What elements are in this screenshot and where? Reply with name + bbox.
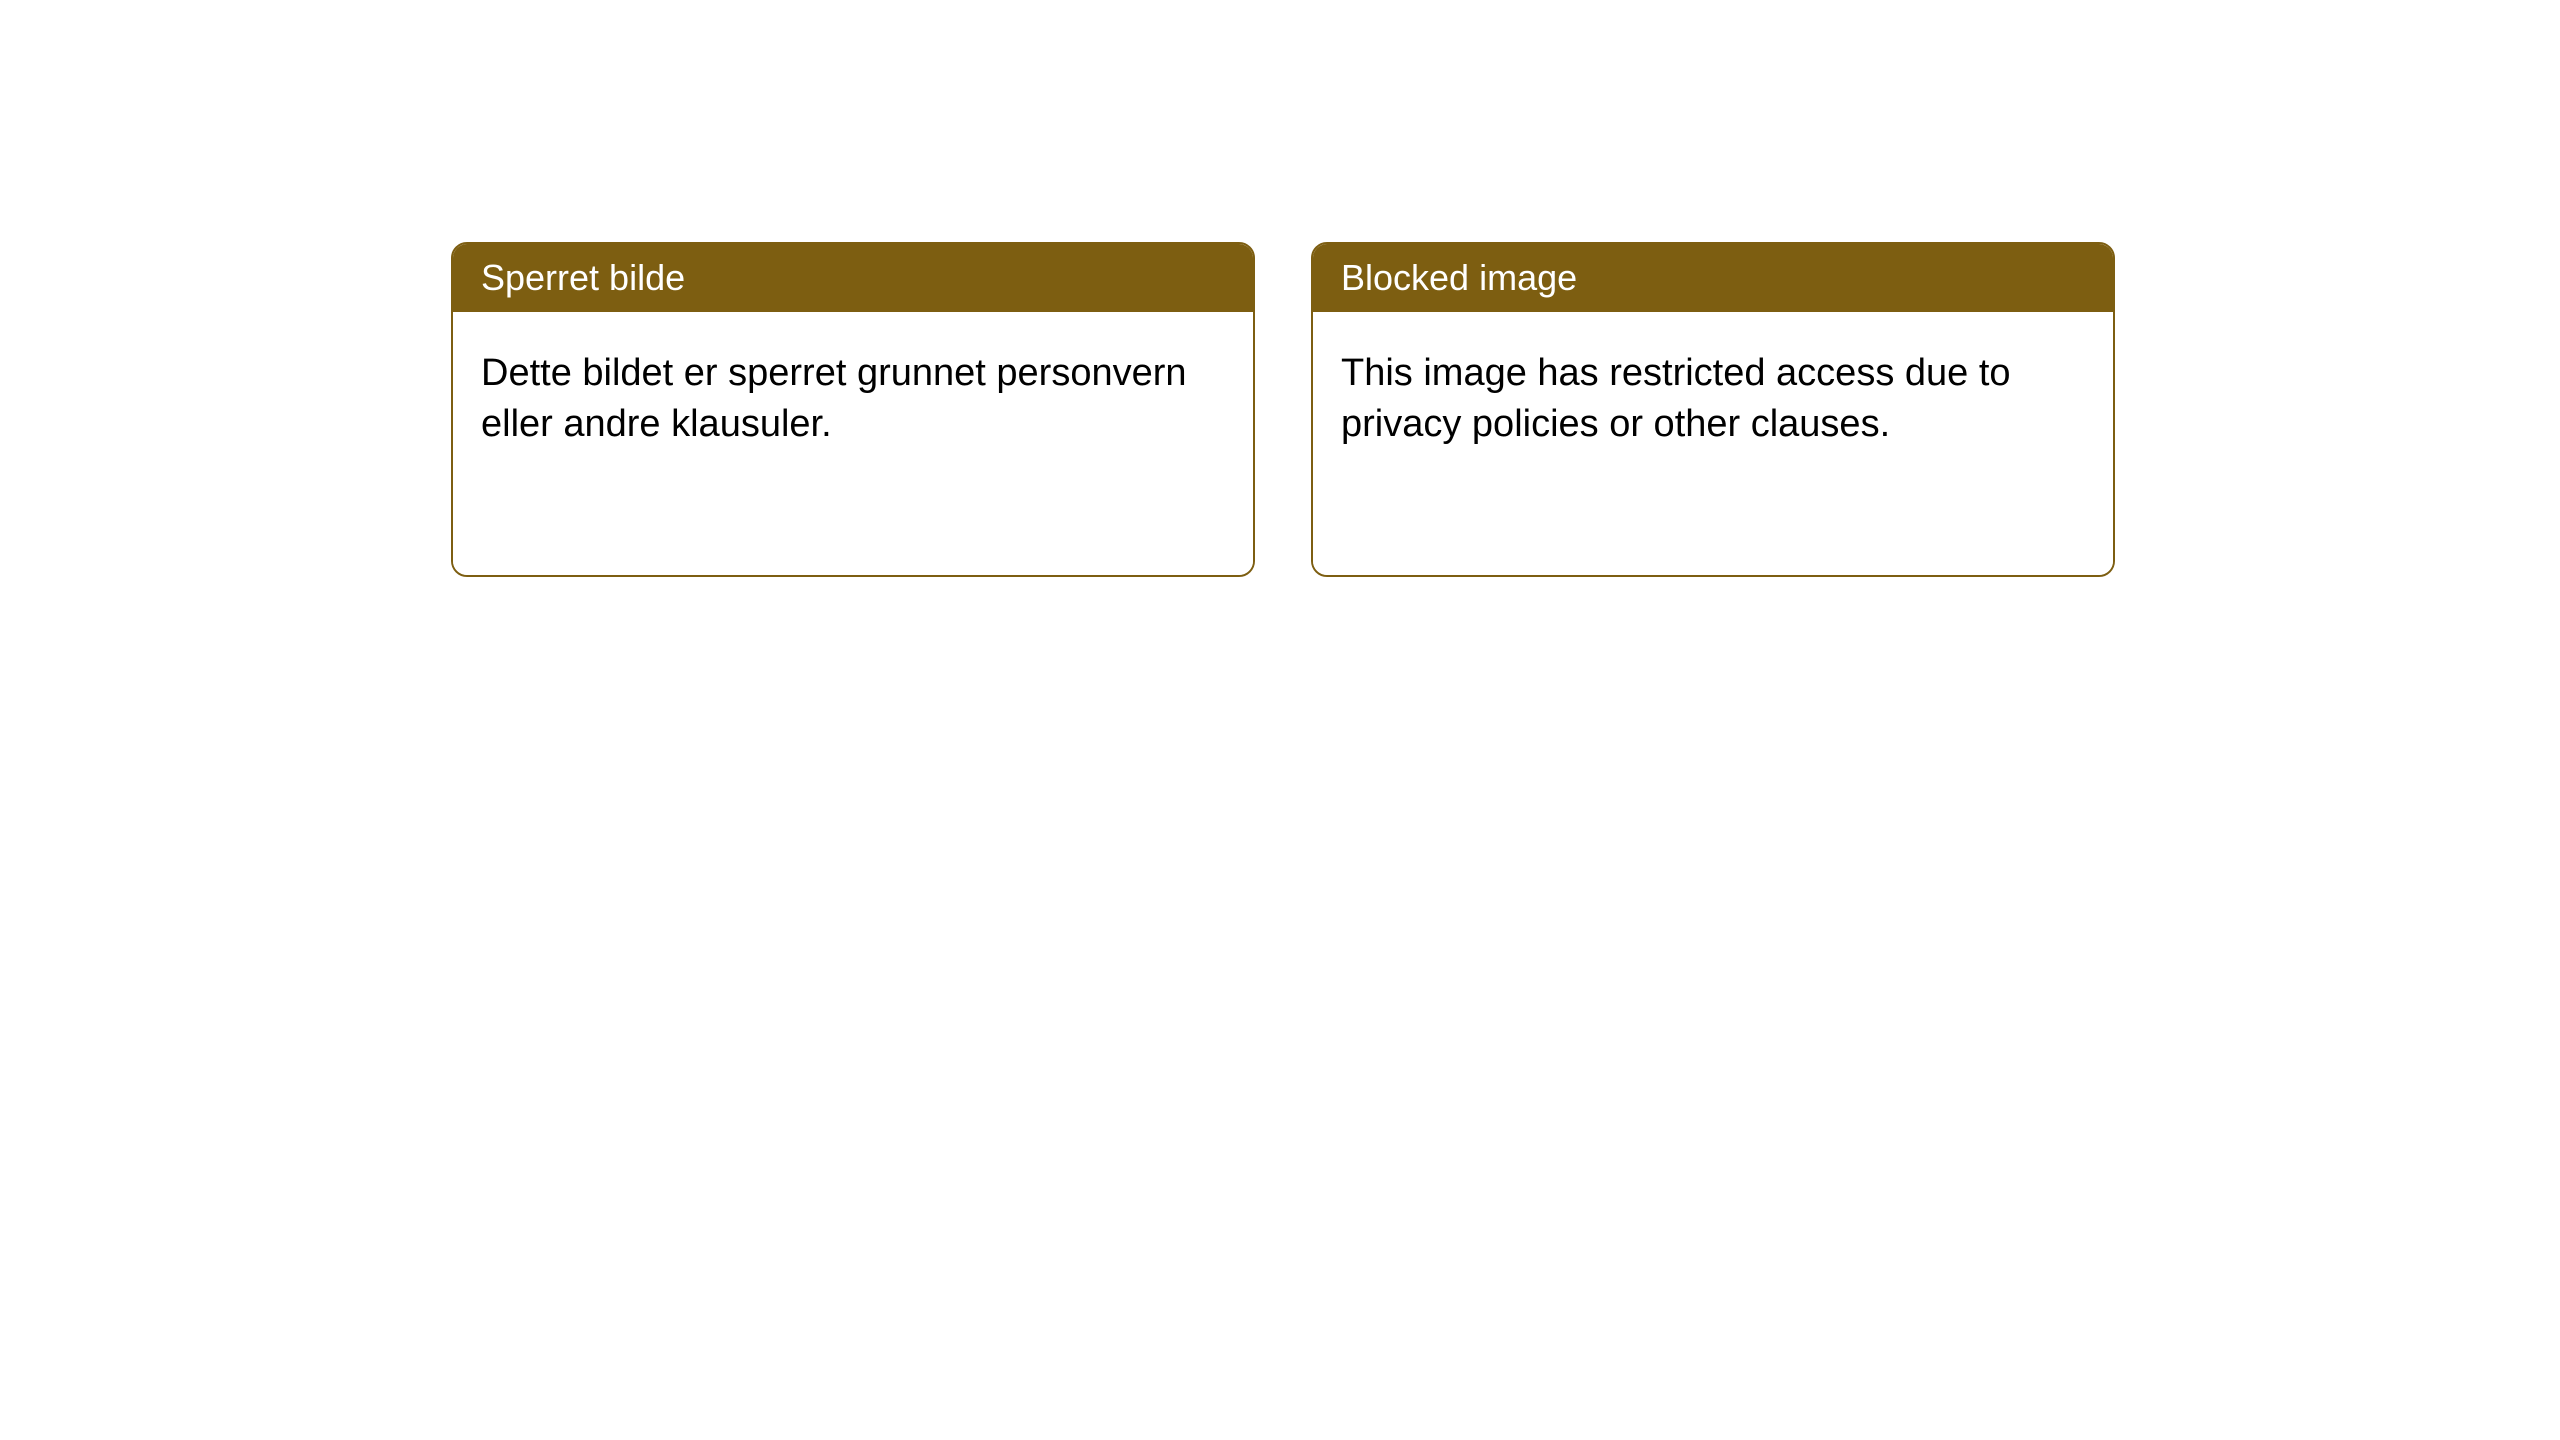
notice-body: This image has restricted access due to … xyxy=(1313,312,2113,575)
notice-container: Sperret bilde Dette bildet er sperret gr… xyxy=(451,242,2115,577)
notice-card-english: Blocked image This image has restricted … xyxy=(1311,242,2115,577)
notice-body: Dette bildet er sperret grunnet personve… xyxy=(453,312,1253,575)
notice-header: Blocked image xyxy=(1313,244,2113,312)
notice-header: Sperret bilde xyxy=(453,244,1253,312)
notice-card-norwegian: Sperret bilde Dette bildet er sperret gr… xyxy=(451,242,1255,577)
